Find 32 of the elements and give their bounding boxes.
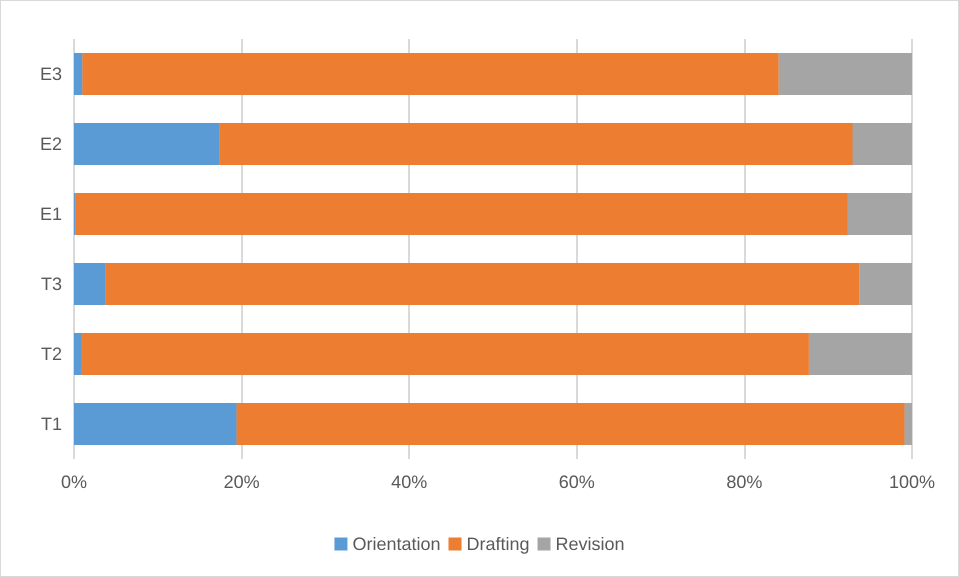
bar — [852, 123, 912, 165]
bar — [778, 53, 912, 95]
x-tick-label: 100% — [888, 472, 936, 492]
bar — [74, 263, 106, 305]
bar — [82, 53, 779, 95]
y-tick-label: T3 — [40, 274, 62, 294]
x-tick-label: 20% — [224, 472, 260, 492]
bar — [74, 333, 82, 375]
y-tick-label: E2 — [40, 134, 62, 154]
bar — [74, 123, 220, 165]
bar — [808, 333, 912, 375]
x-tick-label: 80% — [726, 472, 762, 492]
y-tick-label: E3 — [40, 64, 62, 84]
x-tick-label: 0% — [60, 472, 88, 492]
bar — [106, 263, 860, 305]
legend-label: Revision — [556, 534, 625, 554]
bar — [847, 193, 912, 235]
bar — [904, 403, 912, 445]
legend-label: Orientation — [352, 534, 441, 554]
legend-label: Drafting — [466, 534, 530, 554]
y-tick-label: T2 — [40, 344, 62, 364]
bar — [76, 193, 848, 235]
bar — [74, 403, 237, 445]
bar — [220, 123, 852, 165]
x-tick-label: 60% — [558, 472, 595, 492]
bar — [859, 263, 912, 305]
x-tick-label: 40% — [391, 472, 428, 492]
bar — [74, 53, 82, 95]
bar — [236, 403, 904, 445]
bar — [82, 333, 809, 375]
y-tick-label: T1 — [40, 414, 62, 434]
y-tick-label: E1 — [40, 204, 62, 224]
